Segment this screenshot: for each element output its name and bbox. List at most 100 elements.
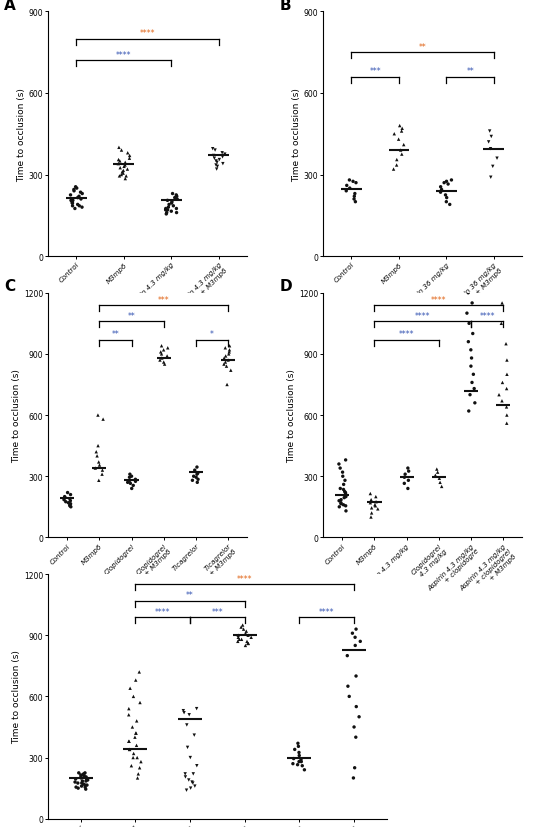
Point <box>487 171 495 184</box>
Point <box>125 734 133 748</box>
Point <box>75 200 84 213</box>
Point <box>335 495 343 508</box>
Text: **: ** <box>186 590 194 600</box>
Point <box>349 175 357 189</box>
Point <box>345 690 353 703</box>
Point <box>133 751 141 764</box>
Point <box>81 778 90 791</box>
Point <box>341 454 350 467</box>
Point <box>212 155 220 169</box>
Point <box>345 174 354 188</box>
Point <box>77 771 85 784</box>
Y-axis label: Time to occlusion (s): Time to occlusion (s) <box>17 88 26 181</box>
Point <box>133 772 142 785</box>
Point <box>172 203 181 216</box>
Point <box>180 706 188 719</box>
Point <box>162 208 171 222</box>
Point <box>179 705 188 718</box>
Text: ***: *** <box>158 295 169 304</box>
Point <box>367 502 376 515</box>
Point <box>182 719 191 732</box>
Point <box>438 480 446 494</box>
Point <box>355 710 364 724</box>
Point <box>124 147 132 160</box>
Point <box>237 621 245 634</box>
Point <box>172 207 181 220</box>
Point <box>79 768 88 782</box>
Point <box>338 466 347 479</box>
Text: ****: **** <box>319 607 334 616</box>
Point <box>234 629 243 642</box>
Point <box>435 472 443 485</box>
Point <box>234 631 243 644</box>
Point <box>115 141 123 155</box>
Point <box>189 470 198 483</box>
Point <box>489 160 497 174</box>
Point <box>163 194 172 208</box>
Point <box>192 471 200 485</box>
Point <box>132 727 140 740</box>
Point <box>125 150 134 163</box>
Point <box>98 464 107 477</box>
Point <box>397 144 405 157</box>
Text: *: * <box>210 330 214 339</box>
Point <box>83 778 91 791</box>
Point <box>212 159 220 172</box>
Point <box>441 189 450 203</box>
Point <box>74 777 82 790</box>
Point <box>75 767 83 780</box>
Point <box>366 496 375 509</box>
Point <box>294 737 302 750</box>
Point <box>82 774 90 787</box>
Point <box>184 773 193 786</box>
Point <box>94 474 103 487</box>
Point <box>194 473 203 486</box>
Point <box>469 327 477 341</box>
Point <box>395 120 404 133</box>
Point <box>60 494 68 507</box>
Point <box>66 495 75 508</box>
Point <box>498 297 506 310</box>
Point <box>64 496 72 509</box>
Point <box>241 639 249 653</box>
Point <box>167 197 176 210</box>
Point <box>76 186 85 199</box>
Point <box>437 184 446 197</box>
Point <box>403 462 412 476</box>
Point <box>168 196 176 209</box>
Point <box>215 154 224 167</box>
Point <box>464 336 473 349</box>
Point <box>350 194 358 207</box>
Point <box>193 461 201 474</box>
Point <box>134 767 142 781</box>
Point <box>190 729 198 742</box>
Point <box>125 743 134 756</box>
Point <box>220 358 228 371</box>
Point <box>503 409 511 422</box>
Point <box>82 782 90 796</box>
Point <box>297 753 305 767</box>
Point <box>61 491 69 504</box>
Point <box>192 759 201 772</box>
Point <box>66 492 74 505</box>
Point <box>119 165 127 178</box>
Text: ***: *** <box>212 607 223 616</box>
Point <box>237 633 246 646</box>
Point <box>469 368 478 381</box>
Point <box>219 158 227 171</box>
Point <box>244 637 252 650</box>
Point <box>114 154 123 167</box>
Y-axis label: Time to occlusion (s): Time to occlusion (s) <box>12 369 21 462</box>
Point <box>464 287 472 300</box>
Point <box>115 170 124 184</box>
Point <box>117 144 126 157</box>
Point <box>129 479 138 492</box>
Point <box>91 462 100 476</box>
Point <box>247 631 255 644</box>
Point <box>92 446 101 459</box>
Y-axis label: Time to occlusion (s): Time to occlusion (s) <box>292 88 301 181</box>
Point <box>77 777 86 790</box>
Point <box>70 184 78 197</box>
Point <box>66 498 75 511</box>
Point <box>71 181 80 194</box>
